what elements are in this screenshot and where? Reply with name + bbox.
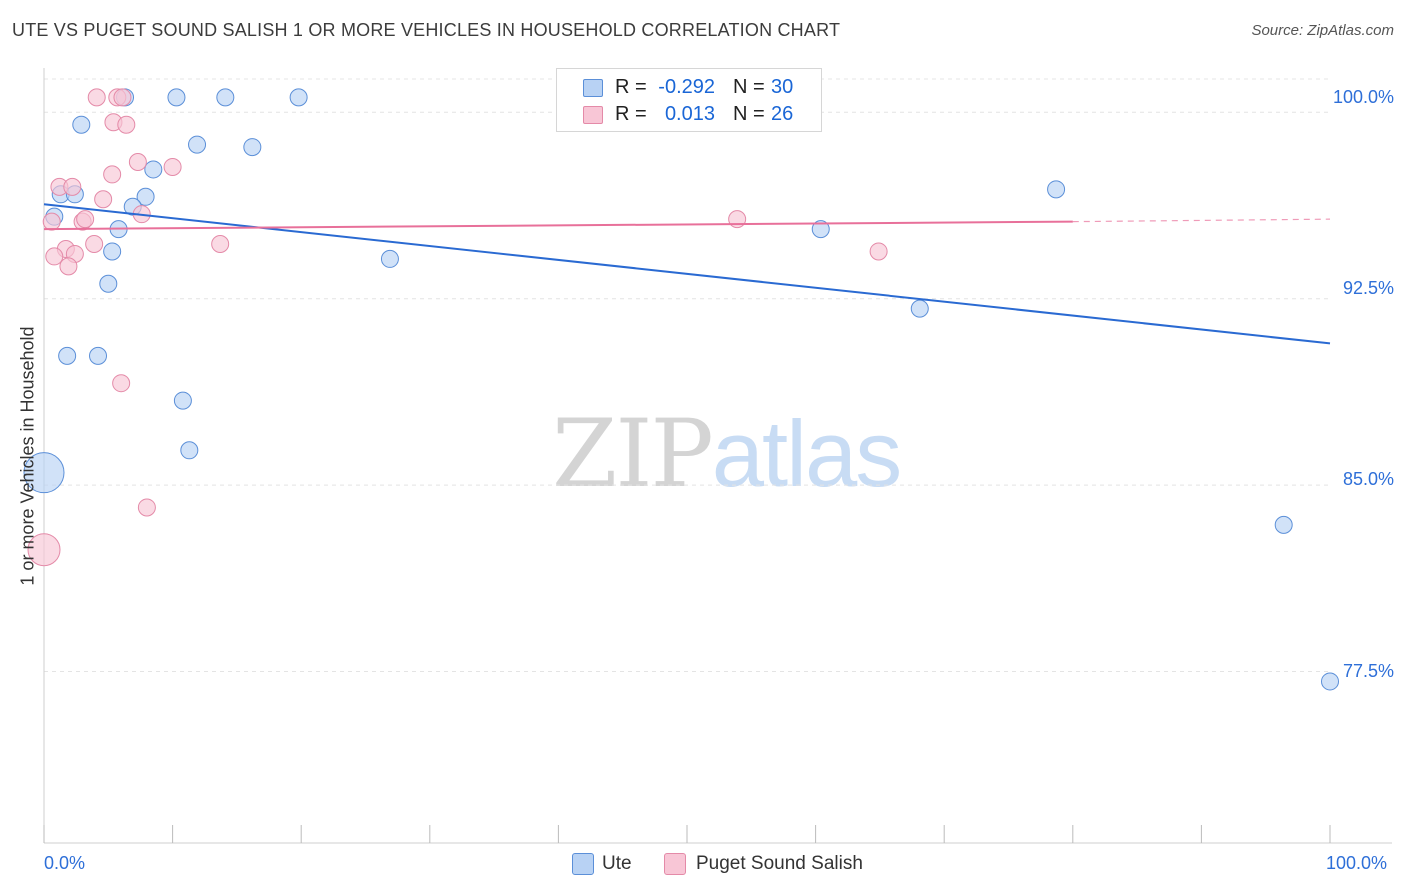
ute-point — [1047, 180, 1066, 199]
ute-point — [910, 299, 929, 318]
legend-swatch-ute — [583, 79, 603, 97]
ute-point — [811, 220, 830, 239]
salish-point — [94, 190, 113, 209]
salish-point — [137, 498, 156, 517]
legend-n-value: 26 — [771, 103, 794, 125]
series-label-salish: Puget Sound Salish — [696, 853, 863, 874]
salish-point — [112, 374, 131, 393]
ute-point — [103, 242, 122, 261]
ute-point — [136, 187, 155, 206]
legend-row-ute: R = -0.292 N = 30 — [557, 74, 821, 100]
y-tick-label-85: 85.0% — [1342, 469, 1394, 489]
source-label: Source: ZipAtlas.com — [1251, 22, 1394, 39]
ute-point — [144, 160, 163, 179]
salish-point — [103, 165, 122, 184]
series-swatch-ute — [572, 853, 594, 875]
salish-trend-line — [43, 220, 1073, 231]
watermark-zip: ZIP — [552, 400, 714, 509]
ute-point — [243, 138, 262, 157]
series-label-ute: Ute — [602, 853, 632, 874]
legend-n-label: N = — [733, 76, 765, 98]
salish-point — [117, 115, 136, 134]
salish-point — [87, 88, 106, 107]
ute-point — [380, 249, 399, 268]
legend-r-label: R = — [615, 103, 647, 125]
salish-point — [128, 152, 147, 171]
ute-point — [72, 115, 91, 134]
salish-point — [45, 247, 64, 266]
x-tick-label-100: 100.0% — [1326, 853, 1388, 873]
legend-n-value: 30 — [771, 76, 794, 98]
series-swatch-salish — [664, 853, 686, 875]
salish-point — [63, 177, 82, 196]
legend-r-value: 0.013 — [664, 103, 715, 125]
salish-point — [113, 88, 132, 107]
salish-trend-extension — [1072, 218, 1331, 223]
ute-point — [180, 441, 199, 460]
legend-swatch-salish — [583, 106, 603, 124]
salish-point — [76, 210, 95, 229]
ute-point — [99, 274, 118, 293]
y-tick-label-100: 100.0% — [1332, 87, 1394, 107]
correlation-legend: R = -0.292 N = 30 R = 0.013 N = 26 — [556, 68, 822, 132]
chart-title: UTE VS PUGET SOUND SALISH 1 OR MORE VEHI… — [12, 20, 841, 40]
legend-n-label: N = — [733, 103, 765, 125]
ute-point — [89, 346, 108, 365]
salish-point — [211, 235, 230, 254]
watermark: ZIPatlas — [552, 400, 903, 509]
ute-point — [1321, 672, 1339, 691]
ute-point — [188, 135, 207, 154]
ute-point — [1274, 515, 1293, 534]
salish-point — [163, 157, 182, 176]
ute-point — [23, 452, 65, 494]
legend-row-salish: R = 0.013 N = 26 — [557, 101, 821, 127]
salish-point — [869, 242, 888, 261]
x-tick-label-0: 0.0% — [44, 853, 86, 873]
salish-point — [85, 235, 104, 254]
ute-point — [216, 88, 235, 107]
watermark-atlas: atlas — [711, 401, 903, 506]
legend-r-value: -0.292 — [658, 76, 715, 98]
ute-point — [167, 88, 186, 107]
salish-point — [42, 212, 61, 231]
y-tick-label-92-5: 92.5% — [1342, 278, 1394, 298]
y-tick-label-77-5: 77.5% — [1342, 661, 1394, 681]
ute-point — [58, 346, 77, 365]
legend-r-label: R = — [615, 76, 647, 98]
ute-point — [289, 88, 308, 107]
y-axis-title: 1 or more Vehicles in Household — [17, 326, 38, 586]
salish-point — [27, 533, 61, 567]
ute-point — [173, 391, 192, 410]
salish-point — [59, 257, 78, 276]
